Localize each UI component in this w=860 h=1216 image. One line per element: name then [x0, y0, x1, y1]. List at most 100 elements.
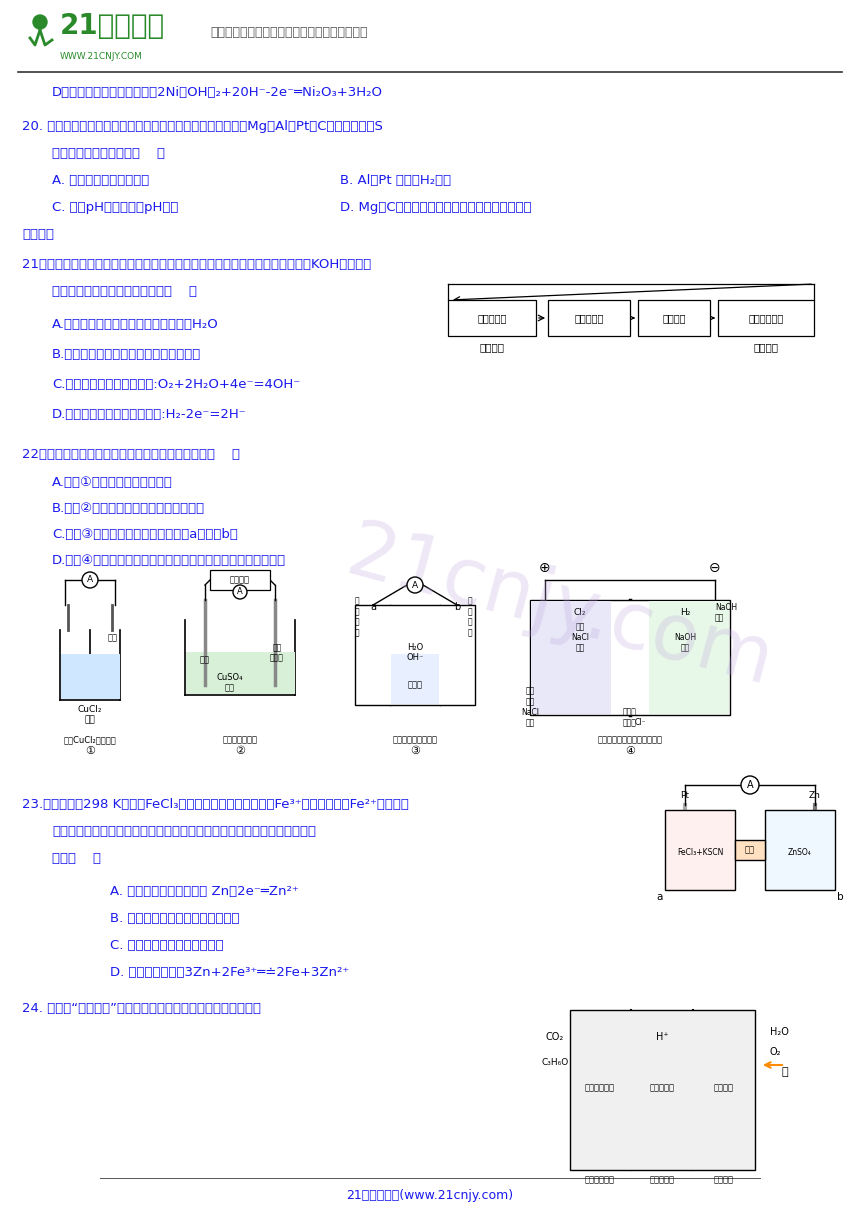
Text: D. 该电池总反应为3Zn+2Fe³⁺═≐2Fe+3Zn²⁺: D. 该电池总反应为3Zn+2Fe³⁺═≐2Fe+3Zn²⁺	[110, 966, 349, 979]
Text: A.该能量转化系统工作时，需不断补充H₂O: A.该能量转化系统工作时，需不断补充H₂O	[52, 319, 218, 331]
Text: ①: ①	[85, 745, 95, 756]
Circle shape	[407, 578, 423, 593]
Bar	[765, 810, 835, 890]
Text: 铜片: 铜片	[200, 655, 210, 664]
Text: 质子交换膜: 质子交换膜	[649, 1083, 674, 1092]
Text: 背日面时: 背日面时	[753, 342, 778, 351]
Bar	[530, 599, 730, 715]
Text: 光: 光	[782, 1066, 789, 1077]
Text: 22．观察下列几个装置示意图，有关叙述正确的是（    ）: 22．观察下列几个装置示意图，有关叙述正确的是（ ）	[22, 447, 240, 461]
Text: Pt: Pt	[680, 790, 690, 800]
Text: A.装置①中阳极上析出红色固体: A.装置①中阳极上析出红色固体	[52, 475, 173, 489]
Text: 24. 某模拟“人工树叶”电化学实验装置如下图所示，该装置能将: 24. 某模拟“人工树叶”电化学实验装置如下图所示，该装置能将	[22, 1002, 261, 1015]
Text: 23.实验发现，298 K时，在FeCl₃酸性溶液中加少量锤粒后，Fe³⁺立即被还原成Fe²⁺。某夏令: 23.实验发现，298 K时，在FeCl₃酸性溶液中加少量锤粒后，Fe³⁺立即被…	[22, 798, 408, 811]
Text: ⊖: ⊖	[710, 561, 721, 575]
Bar	[61, 654, 120, 699]
Text: CuCl₂: CuCl₂	[77, 705, 102, 714]
Text: A: A	[237, 587, 243, 597]
Text: A: A	[87, 575, 93, 585]
Bar	[570, 1010, 755, 1170]
Text: C.水电解系统中的阴极反应:O₂+2H₂O+4e⁻=4OH⁻: C.水电解系统中的阴极反应:O₂+2H₂O+4e⁻=4OH⁻	[52, 378, 300, 392]
Text: D．电池充电时，阳极反应为2Ni（OH）₂+20H⁻-2e⁻═Ni₂O₃+3H₂O: D．电池充电时，阳极反应为2Ni（OH）₂+20H⁻-2e⁻═Ni₂O₃+3H₂…	[52, 86, 383, 98]
Text: C. 甲池pH增大，乙池pH减小: C. 甲池pH增大，乙池pH减小	[52, 201, 178, 214]
Text: H₂O
OH⁻: H₂O OH⁻	[406, 642, 424, 662]
Text: NaOH
溶液: NaOH 溶液	[715, 603, 737, 623]
Text: C₃H₆O: C₃H₆O	[542, 1058, 568, 1066]
Text: ②: ②	[235, 745, 245, 756]
Text: 电解CuCl₂溶液装置: 电解CuCl₂溶液装置	[64, 734, 116, 744]
Text: 氧
气
入
口: 氧 气 入 口	[468, 597, 472, 637]
Bar	[531, 601, 611, 714]
Text: 质子交换膜: 质子交换膜	[649, 1175, 674, 1184]
Text: 盐桥: 盐桥	[745, 845, 755, 855]
Bar	[210, 570, 270, 590]
Text: 光电转换器: 光电转换器	[477, 313, 507, 323]
Text: 直流电源: 直流电源	[230, 575, 250, 585]
Text: 氢氧燃料电池示意图: 氢氧燃料电池示意图	[392, 734, 438, 744]
Text: H₂O: H₂O	[770, 1028, 789, 1037]
Text: 电化学催化剂: 电化学催化剂	[585, 1083, 615, 1092]
Text: ③: ③	[410, 745, 420, 756]
Circle shape	[233, 585, 247, 599]
Text: Zn: Zn	[809, 790, 821, 800]
Text: ZnSO₄: ZnSO₄	[788, 848, 812, 857]
Text: b: b	[837, 893, 844, 902]
Text: CO₂: CO₂	[546, 1032, 564, 1042]
Text: 光催化剂: 光催化剂	[714, 1083, 734, 1092]
Circle shape	[741, 776, 759, 794]
Text: 中国最大型、最专业的中小学教育资源门户网站: 中国最大型、最专业的中小学教育资源门户网站	[210, 26, 367, 39]
Text: 的是（    ）: 的是（ ）	[52, 852, 101, 865]
Text: C. 该电池铂电极上有气泡出现: C. 该电池铂电极上有气泡出现	[110, 939, 224, 952]
Text: 氢氧储罐: 氢氧储罐	[662, 313, 685, 323]
Text: b: b	[454, 602, 460, 612]
Text: 完全反应: 完全反应	[22, 229, 54, 241]
Text: 水电解系统: 水电解系统	[574, 313, 604, 323]
Text: D.装置④的阳离子交换膜允许阳离子、阴离子、水分子自由通过: D.装置④的阳离子交换膜允许阳离子、阴离子、水分子自由通过	[52, 554, 286, 567]
Text: B. 左烧杯中溶液的血红色逐渐褾去: B. 左烧杯中溶液的血红色逐渐褾去	[110, 912, 239, 925]
Text: FeCl₃+KSCN: FeCl₃+KSCN	[677, 848, 723, 857]
Text: 石墨: 石墨	[108, 634, 118, 642]
Text: 向日面时: 向日面时	[480, 342, 505, 351]
Text: 待镀
铁制品: 待镀 铁制品	[270, 643, 284, 663]
Text: 氢
气
入
口: 氢 气 入 口	[354, 597, 359, 637]
Text: D. Mg、C两极生成的气体在一定条件下可以恰好: D. Mg、C两极生成的气体在一定条件下可以恰好	[340, 201, 531, 214]
Text: ④: ④	[625, 745, 635, 756]
Text: B.装置②的待镀铁制品应与电源正极相连: B.装置②的待镀铁制品应与电源正极相连	[52, 502, 206, 516]
Text: O₂: O₂	[770, 1047, 782, 1057]
Text: NaOH
溶液: NaOH 溶液	[674, 632, 696, 652]
Text: B.该转化系统的能量本质上来源于太阳能: B.该转化系统的能量本质上来源于太阳能	[52, 348, 201, 361]
Text: A: A	[412, 580, 418, 590]
Text: 溶液: 溶液	[225, 683, 235, 692]
Text: H₂: H₂	[679, 608, 691, 617]
Bar	[649, 601, 729, 714]
Bar	[355, 606, 475, 705]
Bar	[735, 840, 765, 860]
Text: 20. 如图所示，将两烧杯中电极用导线相连，四个电极分别为Mg、Al、Pt、C。当闭合开关S: 20. 如图所示，将两烧杯中电极用导线相连，四个电极分别为Mg、Al、Pt、C。…	[22, 120, 383, 133]
Text: 光催化剂: 光催化剂	[714, 1175, 734, 1184]
Text: a: a	[657, 893, 663, 902]
Text: 饱和
NaCl
溶液: 饱和 NaCl 溶液	[571, 623, 589, 652]
Text: a: a	[370, 602, 376, 612]
Text: 电解液: 电解液	[408, 680, 422, 689]
Circle shape	[82, 572, 98, 589]
Text: CuSO₄: CuSO₄	[217, 672, 243, 682]
Text: 21cnjy.com: 21cnjy.com	[339, 514, 782, 702]
Bar	[665, 810, 735, 890]
Text: 溶液: 溶液	[84, 715, 95, 724]
Text: 精制
饱和
NaCl
溶液: 精制 饱和 NaCl 溶液	[521, 687, 539, 727]
Text: 21．如下图所示是某太空空间站能量转化系统的局部示意图，其中燃料电池采用KOH溶液为电: 21．如下图所示是某太空空间站能量转化系统的局部示意图，其中燃料电池采用KOH溶…	[22, 258, 372, 271]
Text: A: A	[746, 779, 753, 790]
Text: 电镀铜实验装置: 电镀铜实验装置	[223, 734, 257, 744]
Bar	[186, 652, 295, 694]
Text: Cl⁻: Cl⁻	[635, 717, 646, 727]
Text: Cl₂: Cl₂	[574, 608, 587, 617]
Text: 燃料电池系统: 燃料电池系统	[748, 313, 783, 323]
Text: 21世纪教育网(www.21cnjy.com): 21世纪教育网(www.21cnjy.com)	[347, 1188, 513, 1201]
Bar	[391, 654, 439, 704]
Text: 离子交换膜法电解原理示意图: 离子交换膜法电解原理示意图	[598, 734, 662, 744]
Text: ⊕: ⊕	[539, 561, 550, 575]
Text: 电化学催化剂: 电化学催化剂	[585, 1175, 615, 1184]
Text: D.燃料电池放电时的负极反应:H₂-2e⁻=2H⁻: D.燃料电池放电时的负极反应:H₂-2e⁻=2H⁻	[52, 409, 247, 421]
Text: H⁺: H⁺	[655, 1032, 668, 1042]
Text: 阳离子
交换膜: 阳离子 交换膜	[623, 708, 637, 727]
